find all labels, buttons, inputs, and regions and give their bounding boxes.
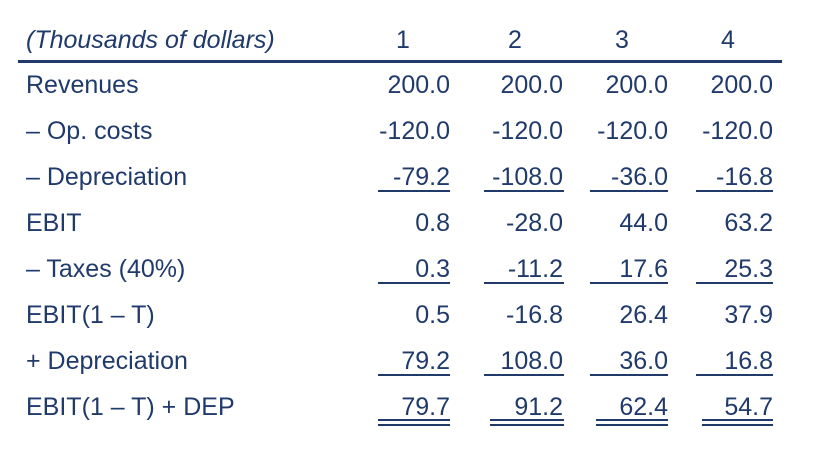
table-row-ebit: EBIT 0.8 -28.0 44.0 63.2 [0, 200, 813, 246]
row-label: Revenues [26, 71, 139, 99]
row-label: EBIT(1 – T) + DEP [26, 393, 235, 421]
value-year-1: 79.7 [401, 393, 450, 421]
header-row: (Thousands of dollars) 1 2 3 4 [0, 17, 813, 63]
underline-year-4 [696, 190, 773, 192]
value-year-3: 200.0 [605, 71, 668, 99]
underline-year-1 [378, 282, 450, 284]
value-year-2: 108.0 [500, 347, 563, 375]
value-year-2: -16.8 [506, 301, 563, 329]
value-year-3: 17.6 [619, 255, 668, 283]
row-label: – Taxes (40%) [26, 255, 186, 283]
double-underline-year-1 [378, 419, 450, 426]
underline-year-1 [378, 374, 450, 376]
table-row-ebit-after-tax: EBIT(1 – T) 0.5 -16.8 26.4 37.9 [0, 292, 813, 338]
value-year-1: -79.2 [393, 163, 450, 191]
value-year-1: -120.0 [379, 117, 450, 145]
table-row-taxes: – Taxes (40%) 0.3 -11.2 17.6 25.3 [0, 246, 813, 292]
value-year-4: 54.7 [724, 393, 773, 421]
underline-year-2 [484, 374, 564, 376]
value-year-1: 200.0 [387, 71, 450, 99]
underline-year-4 [696, 282, 773, 284]
value-year-4: 63.2 [724, 209, 773, 237]
value-year-4: -120.0 [702, 117, 773, 145]
value-year-1: 79.2 [401, 347, 450, 375]
underline-year-1 [378, 190, 450, 192]
value-year-2: -28.0 [506, 209, 563, 237]
year-4-header: 4 [721, 26, 735, 54]
underline-year-3 [590, 190, 668, 192]
value-year-1: 0.5 [415, 301, 450, 329]
table-row-revenues: Revenues 200.0 200.0 200.0 200.0 [0, 62, 813, 108]
value-year-4: 16.8 [724, 347, 773, 375]
value-year-4: 200.0 [710, 71, 773, 99]
double-underline-year-2 [490, 419, 564, 426]
header-divider [18, 60, 782, 63]
value-year-2: -11.2 [507, 255, 563, 283]
table-row-op-costs: – Op. costs -120.0 -120.0 -120.0 -120.0 [0, 108, 813, 154]
underline-year-2 [484, 190, 564, 192]
underline-year-4 [696, 374, 773, 376]
value-year-2: 91.2 [514, 393, 563, 421]
table-row-depreciation: – Depreciation -79.2 -108.0 -36.0 -16.8 [0, 154, 813, 200]
year-2-header: 2 [508, 26, 522, 54]
value-year-3: 26.4 [619, 301, 668, 329]
value-year-2: 200.0 [500, 71, 563, 99]
year-3-header: 3 [615, 26, 629, 54]
year-1-header: 1 [396, 26, 410, 54]
value-year-2: -108.0 [492, 163, 563, 191]
value-year-3: 44.0 [619, 209, 668, 237]
table-row-add-depreciation: + Depreciation 79.2 108.0 36.0 16.8 [0, 338, 813, 384]
row-label: EBIT(1 – T) [26, 301, 155, 329]
double-underline-year-4 [702, 419, 773, 426]
value-year-3: 36.0 [619, 347, 668, 375]
double-underline-year-3 [596, 419, 668, 426]
row-label: – Depreciation [26, 163, 188, 191]
underline-year-3 [590, 282, 668, 284]
value-year-3: -120.0 [597, 117, 668, 145]
value-year-1: 0.8 [415, 209, 450, 237]
table-row-total: EBIT(1 – T) + DEP 79.7 91.2 62.4 54.7 [0, 384, 813, 430]
row-label: EBIT [26, 209, 82, 237]
row-label: + Depreciation [26, 347, 188, 375]
value-year-2: -120.0 [492, 117, 563, 145]
underline-year-3 [590, 374, 668, 376]
units-label: (Thousands of dollars) [26, 26, 275, 54]
value-year-4: 37.9 [724, 301, 773, 329]
value-year-4: 25.3 [724, 255, 773, 283]
value-year-3: 62.4 [619, 393, 668, 421]
value-year-1: 0.3 [415, 255, 450, 283]
value-year-3: -36.0 [611, 163, 668, 191]
value-year-4: -16.8 [716, 163, 773, 191]
underline-year-2 [484, 282, 564, 284]
row-label: – Op. costs [26, 117, 153, 145]
